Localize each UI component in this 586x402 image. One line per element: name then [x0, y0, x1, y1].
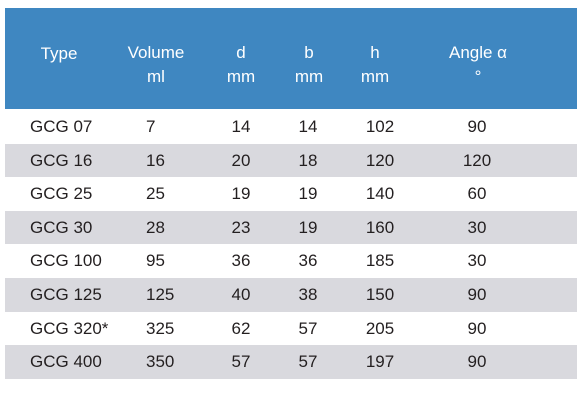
type-cell: GCG 30: [30, 217, 93, 237]
value-cell: 150: [365, 285, 395, 304]
value-cell: 40: [231, 285, 251, 304]
type-cell: GCG 100: [30, 251, 102, 271]
table-row: [5, 345, 577, 379]
type-cell: GCG 07: [30, 117, 93, 136]
header-unit: ml: [147, 67, 165, 86]
value-cell: 350: [146, 352, 175, 372]
value-cell: 16: [146, 150, 165, 170]
header-unit: mm: [360, 67, 390, 86]
value-cell: 95: [146, 251, 165, 271]
value-cell: 23: [231, 217, 251, 237]
value-cell: 90: [467, 117, 487, 136]
value-cell: 140: [365, 184, 395, 204]
value-cell: 14: [298, 117, 318, 136]
value-cell: 57: [231, 352, 251, 372]
value-cell: 19: [298, 184, 318, 204]
value-cell: 102: [365, 117, 395, 136]
value-cell: 57: [298, 318, 318, 338]
table-row: [5, 210, 577, 245]
value-cell: 120: [365, 150, 395, 170]
value-cell: 30: [467, 217, 487, 237]
table-row: [5, 143, 577, 178]
value-cell: 325: [146, 318, 175, 338]
value-cell: 90: [467, 318, 487, 338]
header-label: Type: [40, 44, 78, 63]
header-label: d: [236, 43, 246, 62]
value-cell: 60: [467, 184, 487, 204]
value-cell: 20: [231, 150, 251, 170]
header-label: Volume: [127, 43, 185, 62]
value-cell: 19: [231, 184, 251, 204]
header-label: b: [304, 43, 314, 62]
value-cell: 25: [146, 184, 165, 204]
value-cell: 57: [298, 352, 318, 372]
header-label: Angle α: [448, 43, 508, 62]
value-cell: 36: [298, 251, 318, 271]
value-cell: 19: [298, 217, 318, 237]
value-cell: 28: [146, 217, 165, 237]
type-cell: GCG 320*: [30, 318, 109, 338]
value-cell: 38: [298, 285, 318, 304]
table-row: [5, 278, 577, 312]
type-cell: GCG 16: [30, 150, 93, 170]
header-label: h: [370, 43, 380, 62]
value-cell: 90: [467, 285, 487, 304]
value-cell: 197: [365, 352, 395, 372]
header-unit: mm: [226, 67, 256, 86]
value-cell: 205: [365, 318, 395, 338]
type-cell: GCG 25: [30, 184, 93, 204]
value-cell: 120: [462, 150, 492, 170]
value-cell: 7: [146, 117, 156, 136]
value-cell: 90: [467, 352, 487, 372]
value-cell: 14: [231, 117, 251, 136]
table-header: [5, 8, 577, 109]
value-cell: 30: [467, 251, 487, 271]
header-unit: mm: [294, 67, 324, 86]
header-unit: °: [474, 67, 482, 86]
value-cell: 62: [231, 318, 251, 338]
value-cell: 36: [231, 251, 251, 271]
type-cell: GCG 125: [30, 285, 102, 304]
value-cell: 18: [298, 150, 318, 170]
type-cell: GCG 400: [30, 352, 102, 372]
value-cell: 185: [365, 251, 395, 271]
value-cell: 125: [146, 285, 175, 304]
value-cell: 160: [365, 217, 395, 237]
